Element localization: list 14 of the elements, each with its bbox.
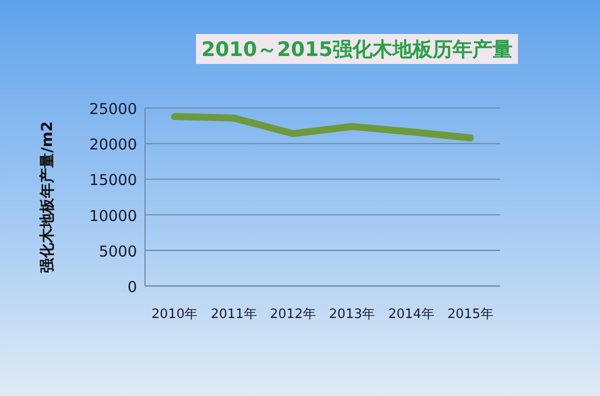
x-tick-label: 2010年 (152, 307, 198, 322)
y-axis-title: 强化木地板年产量/m2 (38, 121, 56, 273)
y-tick-label: 25000 (89, 100, 137, 118)
x-tick-label: 2014年 (388, 307, 434, 322)
x-tick-label: 2012年 (270, 307, 316, 322)
x-tick-label: 2013年 (329, 307, 376, 322)
y-tick-label: 0 (127, 278, 137, 296)
y-tick-label: 10000 (89, 206, 137, 225)
x-tick-label: 2011年 (210, 307, 257, 322)
y-tick-label: 20000 (89, 136, 137, 154)
chart-title: 2010～2015强化木地板历年产量 (201, 37, 513, 61)
y-tick-label: 5000 (98, 242, 137, 260)
y-tick-label: 15000 (89, 171, 137, 190)
x-tick-label: 2015年 (447, 307, 494, 322)
